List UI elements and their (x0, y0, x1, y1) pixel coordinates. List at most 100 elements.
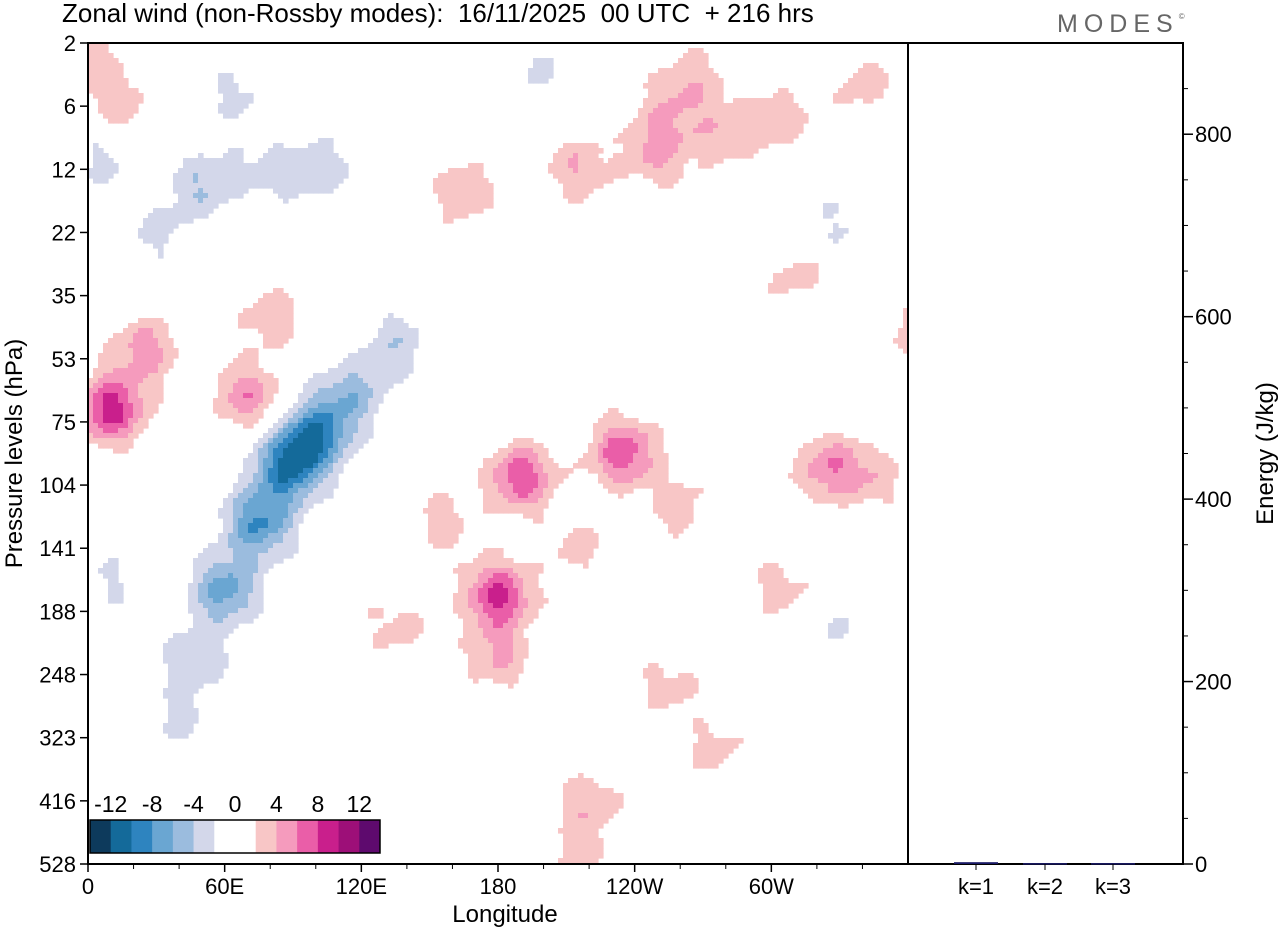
heatmap-cell (878, 88, 884, 94)
heatmap-cell (488, 623, 494, 629)
heatmap-cell (158, 348, 164, 354)
heatmap-cell (868, 448, 874, 454)
heatmap-cell (458, 638, 464, 644)
heatmap-cell (368, 428, 374, 434)
heatmap-cell (533, 63, 539, 69)
heatmap-cell (658, 173, 664, 179)
heatmap-cell (368, 398, 374, 404)
heatmap-cell (543, 498, 549, 504)
heatmap-cell (598, 148, 604, 154)
heatmap-cell (248, 598, 254, 604)
heatmap-cell (203, 563, 209, 569)
heatmap-cell (638, 428, 644, 434)
heatmap-cell (643, 148, 649, 154)
heatmap-cell (353, 443, 359, 449)
heatmap-cell (383, 328, 389, 334)
heatmap-cell (663, 113, 669, 119)
heatmap-cell (198, 183, 204, 189)
heatmap-cell (668, 528, 674, 534)
heatmap-cell (138, 413, 144, 419)
heatmap-cell (588, 823, 594, 829)
heatmap-cell (373, 393, 379, 399)
heatmap-cell (838, 498, 844, 504)
heatmap-cell (683, 128, 689, 134)
heatmap-cell (643, 98, 649, 104)
heatmap-cell (298, 153, 304, 159)
heatmap-cell (603, 453, 609, 459)
heatmap-cell (763, 593, 769, 599)
heatmap-cell (573, 198, 579, 204)
heatmap-cell (483, 558, 489, 564)
heatmap-cell (663, 123, 669, 129)
heatmap-cell (168, 708, 174, 714)
heatmap-cell (273, 473, 279, 479)
heatmap-cell (648, 438, 654, 444)
heatmap-cell (363, 393, 369, 399)
heatmap-cell (658, 438, 664, 444)
heatmap-cell (103, 443, 109, 449)
heatmap-cell (308, 408, 314, 414)
heatmap-cell (108, 368, 114, 374)
heatmap-cell (223, 608, 229, 614)
heatmap-cell (608, 443, 614, 449)
heatmap-cell (523, 603, 529, 609)
heatmap-cell (818, 493, 824, 499)
colorbar-label: -8 (142, 791, 162, 817)
heatmap-cell (118, 368, 124, 374)
heatmap-cell (258, 513, 264, 519)
heatmap-cell (278, 288, 284, 294)
heatmap-cell (668, 158, 674, 164)
heatmap-cell (203, 213, 209, 219)
heatmap-cell (103, 58, 109, 64)
heatmap-cell (488, 573, 494, 579)
heatmap-cell (228, 518, 234, 524)
heatmap-cell (253, 443, 259, 449)
heatmap-cell (538, 63, 544, 69)
heatmap-cell (678, 513, 684, 519)
heatmap-cell (98, 363, 104, 369)
heatmap-cell (333, 158, 339, 164)
heatmap-cell (238, 408, 244, 414)
heatmap-cell (468, 638, 474, 644)
heatmap-cell (443, 183, 449, 189)
heatmap-cell (273, 168, 279, 174)
heatmap-cell (328, 383, 334, 389)
heatmap-cell (628, 168, 634, 174)
heatmap-cell (118, 378, 124, 384)
heatmap-cell (698, 748, 704, 754)
heatmap-cell (233, 593, 239, 599)
heatmap-cell (683, 113, 689, 119)
heatmap-cell (218, 403, 224, 409)
heatmap-cell (233, 608, 239, 614)
heatmap-cell (663, 513, 669, 519)
heatmap-cell (508, 673, 514, 679)
heatmap-cell (188, 198, 194, 204)
heatmap-cell (273, 328, 279, 334)
heatmap-cell (133, 363, 139, 369)
heatmap-cell (128, 103, 134, 109)
heatmap-cell (878, 488, 884, 494)
heatmap-cell (473, 603, 479, 609)
heatmap-cell (523, 458, 529, 464)
heatmap-cell (578, 808, 584, 814)
heatmap-cell (288, 513, 294, 519)
heatmap-cell (658, 458, 664, 464)
heatmap-cell (493, 568, 499, 574)
heatmap-cell (383, 353, 389, 359)
heatmap-cell (318, 468, 324, 474)
heatmap-cell (633, 438, 639, 444)
heatmap-cell (588, 533, 594, 539)
heatmap-cell (238, 603, 244, 609)
heatmap-cell (468, 613, 474, 619)
heatmap-cell (678, 68, 684, 74)
heatmap-cell (808, 273, 814, 279)
heatmap-cell (433, 188, 439, 194)
heatmap-cell (288, 548, 294, 554)
heatmap-cell (223, 398, 229, 404)
heatmap-cell (133, 428, 139, 434)
heatmap-cell (108, 118, 114, 124)
heatmap-cell (233, 168, 239, 174)
heatmap-cell (723, 103, 729, 109)
heatmap-cell (383, 343, 389, 349)
heatmap-cell (608, 408, 614, 414)
